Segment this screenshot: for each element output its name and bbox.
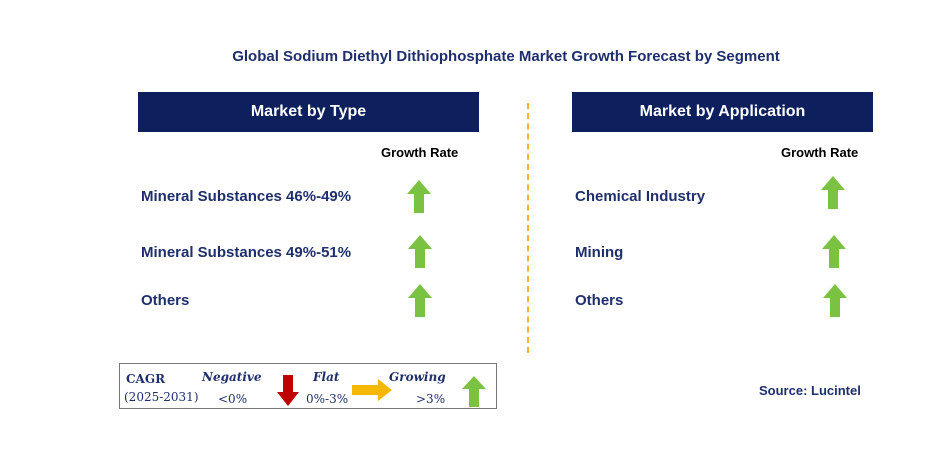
legend-flat-label: Flat — [313, 370, 340, 384]
type-row-label: Others — [141, 292, 190, 309]
page-title: Global Sodium Diethyl Dithiophosphate Ma… — [232, 48, 780, 65]
application-growth-rate-label: Growth Rate — [781, 145, 859, 160]
type-row-label: Mineral Substances 46%-49% — [141, 188, 352, 205]
growing-arrow-icon — [822, 235, 846, 268]
market-by-type-header: Market by Type — [138, 92, 479, 132]
green-up-arrow-icon — [462, 376, 486, 407]
growing-arrow-icon — [823, 284, 847, 317]
red-down-arrow-icon — [277, 375, 299, 406]
legend-growing-range: >3% — [416, 392, 446, 406]
type-growth-rate-label: Growth Rate — [381, 145, 459, 160]
legend-cagr-label: CAGR — [126, 372, 166, 386]
legend-negative-range: <0% — [218, 392, 248, 406]
legend-period: (2025-2031) — [124, 390, 199, 404]
legend-growing-label: Growing — [389, 370, 446, 384]
growing-arrow-icon — [408, 235, 432, 268]
type-row-label: Mineral Substances 49%-51% — [141, 244, 352, 261]
market-by-application-header: Market by Application — [572, 92, 873, 132]
growing-arrow-icon — [821, 176, 845, 209]
panel-divider — [527, 103, 529, 353]
application-row-label: Chemical Industry — [575, 188, 706, 205]
yellow-right-arrow-icon — [352, 379, 392, 401]
legend-flat-range: 0%-3% — [306, 392, 349, 406]
growing-arrow-icon — [408, 284, 432, 317]
legend-negative-label: Negative — [202, 370, 262, 384]
growing-arrow-icon — [407, 180, 431, 213]
application-row-label: Mining — [575, 244, 624, 261]
source-label: Source: Lucintel — [759, 383, 861, 398]
cagr-legend — [119, 363, 497, 409]
application-row-label: Others — [575, 292, 624, 309]
